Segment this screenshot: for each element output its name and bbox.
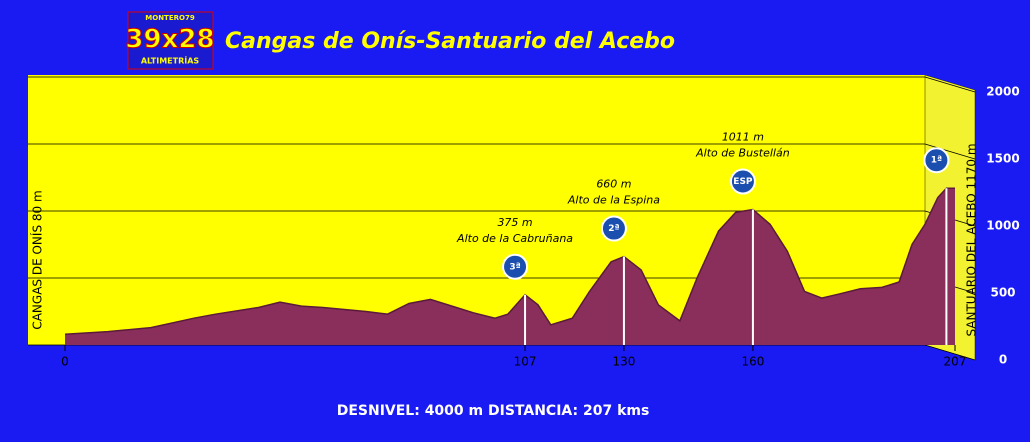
x-tick-label: 107 bbox=[514, 355, 537, 369]
start-label: CANGAS DE ONÍS 80 m bbox=[30, 190, 45, 329]
y-tick-label: 2000 bbox=[986, 85, 1019, 99]
grid-line bbox=[28, 143, 976, 160]
climb-name: Alto de Bustellán bbox=[695, 147, 790, 160]
y-tick-label: 500 bbox=[990, 286, 1015, 300]
x-tick-label: 130 bbox=[612, 355, 635, 369]
climb-category: 3ª bbox=[509, 262, 520, 272]
climb-category: 1ª bbox=[931, 156, 942, 166]
climb-value: 1011 m bbox=[722, 131, 764, 144]
y-tick-label: 1000 bbox=[986, 219, 1019, 233]
y-tick-label: 0 bbox=[999, 353, 1007, 367]
climb-icon bbox=[729, 168, 756, 195]
chart-title: Cangas de Onís-Santuario del Acebo bbox=[225, 29, 675, 54]
climb-icon bbox=[502, 253, 529, 280]
climb-name: Alto de la Cabruñana bbox=[456, 232, 573, 245]
climb-name: Alto de la Espina bbox=[567, 194, 660, 207]
climb-category: ESP bbox=[733, 177, 753, 187]
climb-category: 2ª bbox=[608, 224, 619, 234]
logo-main: 39x28 bbox=[125, 25, 214, 55]
logo-box bbox=[127, 11, 214, 70]
end-label: SANTUARIO DEL ACEBO 1170 m bbox=[965, 143, 979, 336]
x-tick-label: 160 bbox=[741, 355, 764, 369]
climb-icon bbox=[923, 147, 950, 174]
logo-top: MONTERO79 bbox=[145, 14, 195, 22]
x-tick-label: 0 bbox=[61, 355, 69, 369]
profile-line bbox=[64, 187, 955, 336]
grid-line bbox=[28, 344, 976, 361]
grid-line bbox=[28, 210, 976, 227]
x-tick-label: 207 bbox=[944, 355, 967, 369]
y-tick-label: 1500 bbox=[986, 152, 1019, 166]
footer: DESNIVEL: 4000 m DISTANCIA: 207 kms bbox=[337, 403, 650, 419]
profile-area bbox=[65, 188, 955, 345]
grid-line bbox=[28, 76, 976, 93]
climb-value: 660 m bbox=[596, 178, 631, 191]
logo-bottom: ALTIMETRÍAS bbox=[141, 55, 200, 66]
climb-value: 375 m bbox=[497, 216, 532, 229]
climb-icon bbox=[600, 215, 627, 242]
